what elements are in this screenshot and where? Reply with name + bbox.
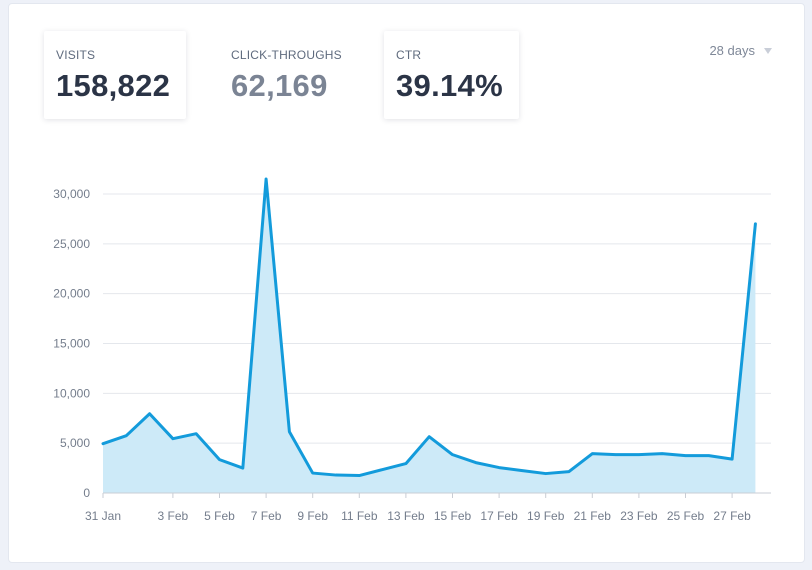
x-tick-label: 17 Feb [480, 509, 518, 523]
data-point [707, 454, 711, 458]
y-tick-label: 20,000 [53, 287, 90, 301]
x-tick-label: 31 Jan [85, 509, 121, 523]
data-point [264, 177, 268, 181]
data-point [590, 452, 594, 456]
data-point [124, 434, 128, 438]
date-range-label: 28 days [709, 43, 755, 58]
data-point [218, 458, 222, 462]
visits-stat[interactable]: VISITS 158,822 [44, 31, 186, 119]
data-point [357, 474, 361, 478]
data-point [148, 412, 152, 416]
data-point [194, 432, 198, 436]
data-point [544, 472, 548, 476]
data-point [660, 452, 664, 456]
x-tick-label: 13 Feb [387, 509, 425, 523]
data-point [404, 462, 408, 466]
data-point [520, 469, 524, 473]
ctr-label: CTR [396, 48, 422, 62]
x-tick-label: 25 Feb [667, 509, 705, 523]
data-point [451, 453, 455, 457]
x-tick-label: 5 Feb [204, 509, 235, 523]
ctr-value: 39.14% [396, 68, 503, 103]
data-point [334, 473, 338, 477]
x-tick-label: 15 Feb [434, 509, 472, 523]
data-point [171, 437, 175, 441]
data-point [311, 471, 315, 475]
data-point [101, 442, 105, 446]
visits-area-fill [103, 179, 756, 494]
visits-label: VISITS [56, 48, 96, 62]
y-tick-label: 15,000 [53, 337, 90, 351]
y-tick-label: 0 [83, 486, 90, 500]
y-tick-label: 25,000 [53, 237, 90, 251]
x-tick-label: 27 Feb [713, 509, 751, 523]
y-tick-label: 5,000 [60, 436, 90, 450]
data-point [753, 222, 757, 226]
y-tick-label: 10,000 [53, 386, 90, 400]
data-point [637, 453, 641, 457]
x-tick-label: 19 Feb [527, 509, 565, 523]
x-tick-label: 23 Feb [620, 509, 658, 523]
data-point [474, 461, 478, 465]
data-point [427, 435, 431, 439]
visits-value: 158,822 [56, 68, 171, 103]
data-point [241, 466, 245, 470]
data-point [287, 430, 291, 434]
data-point [497, 466, 501, 470]
data-point [614, 453, 618, 457]
x-tick-label: 7 Feb [251, 509, 282, 523]
y-tick-label: 30,000 [53, 187, 90, 201]
data-point [730, 457, 734, 461]
x-tick-label: 21 Feb [574, 509, 612, 523]
data-point [684, 454, 688, 458]
click-throughs-label: CLICK-THROUGHS [231, 48, 342, 62]
ctr-stat[interactable]: CTR 39.14% [384, 31, 519, 119]
x-tick-label: 9 Feb [297, 509, 328, 523]
data-point [381, 468, 385, 472]
data-point [567, 470, 571, 474]
caret-down-icon [764, 47, 772, 54]
x-tick-label: 3 Feb [158, 509, 189, 523]
click-throughs-stat[interactable]: CLICK-THROUGHS 62,169 [219, 31, 369, 119]
visits-series-line [101, 177, 757, 478]
date-range-dropdown[interactable]: 28 days [709, 43, 772, 58]
click-throughs-value: 62,169 [231, 68, 328, 103]
x-tick-label: 11 Feb [341, 509, 378, 523]
